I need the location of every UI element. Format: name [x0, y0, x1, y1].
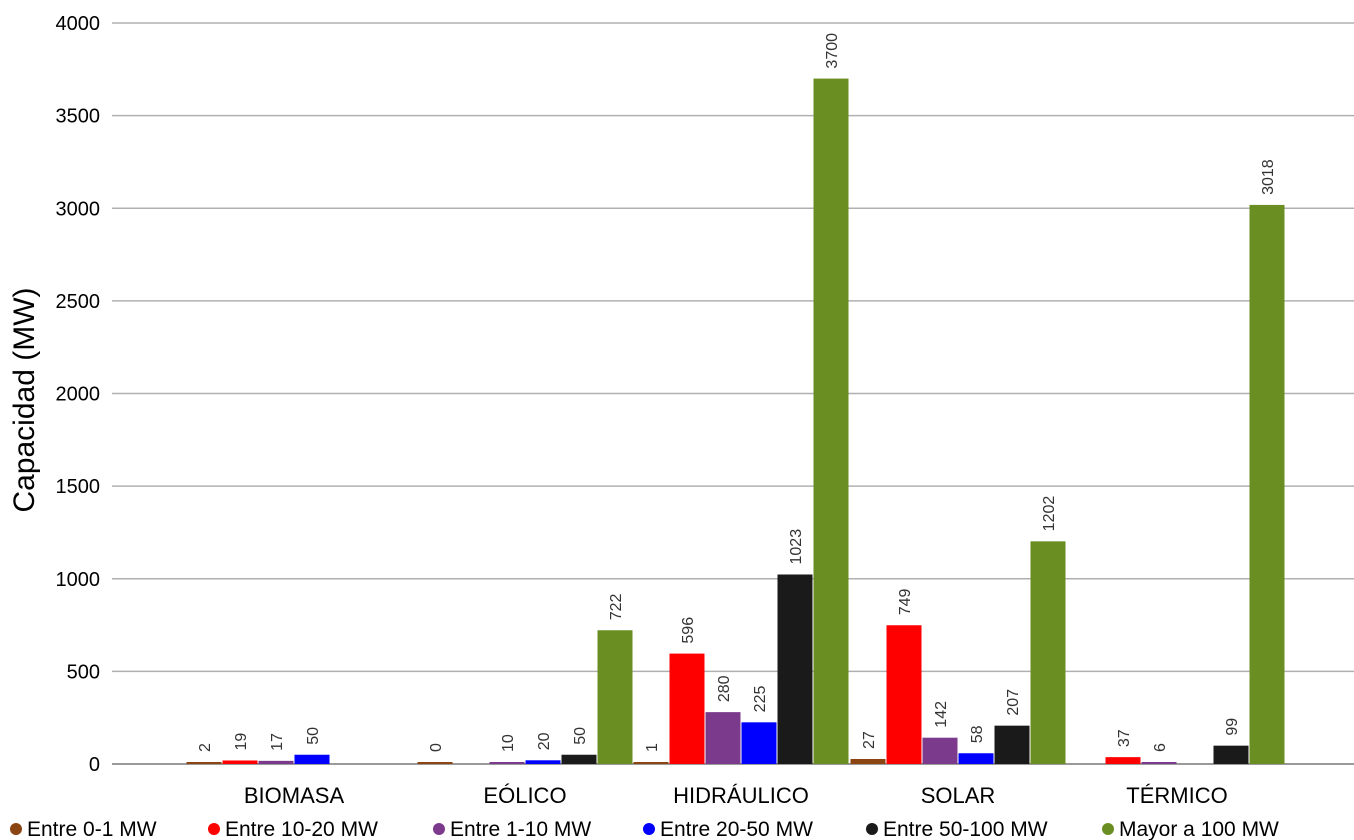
data-label: 280 [716, 675, 733, 702]
y-tick-label: 3500 [56, 106, 101, 128]
bar [1105, 757, 1141, 764]
bar [669, 653, 705, 764]
x-tick-label: BIOMASA [244, 783, 345, 808]
legend-marker [433, 823, 445, 835]
legend-label: Mayor a 100 MW [1119, 818, 1279, 840]
data-label: 596 [680, 617, 697, 644]
gridlines [112, 22, 1354, 765]
y-tick-label: 0 [89, 754, 100, 776]
y-tick-label: 3000 [56, 198, 101, 220]
legend: Entre 0-1 MW Entre 10-20 MW Entre 1-10 MW E… [10, 818, 1279, 840]
data-label: 19 [233, 733, 250, 751]
data-label: 37 [1116, 729, 1133, 747]
bar [258, 760, 294, 764]
bar [417, 762, 453, 764]
x-tick-label: TÉRMICO [1126, 783, 1227, 808]
data-label: 749 [897, 588, 914, 615]
data-label: 1023 [788, 529, 805, 565]
legend-marker [643, 823, 655, 835]
legend-marker [208, 823, 220, 835]
y-tick-label: 1500 [56, 476, 101, 498]
legend-label: Entre 50-100 MW [883, 818, 1048, 840]
data-label: 1 [644, 743, 661, 752]
bar [561, 754, 597, 764]
y-tick-label: 2500 [56, 291, 101, 313]
bar [705, 712, 741, 764]
legend-label: Entre 1-10 MW [450, 818, 591, 840]
data-label: 58 [969, 725, 986, 743]
bar [813, 78, 849, 764]
bar [294, 754, 330, 764]
bar [958, 753, 994, 764]
data-label: 1202 [1041, 496, 1058, 532]
bar [777, 574, 813, 764]
bar [633, 762, 669, 764]
bar [186, 762, 222, 764]
data-label: 99 [1224, 718, 1241, 736]
bars [186, 78, 1285, 764]
legend-item: Entre 10-20 MW [208, 818, 378, 840]
data-label: 50 [572, 727, 589, 745]
legend-item: Entre 1-10 MW [433, 818, 591, 840]
legend-label: Entre 10-20 MW [225, 818, 378, 840]
bar [489, 762, 525, 764]
data-label: 207 [1005, 689, 1022, 716]
legend-item: Entre 50-100 MW [866, 818, 1048, 840]
bar [886, 625, 922, 764]
bar [922, 737, 958, 764]
bar [597, 630, 633, 764]
bar [1213, 745, 1249, 764]
data-label: 6 [1152, 743, 1169, 752]
x-tick-label: EÓLICO [483, 783, 566, 808]
legend-item: Mayor a 100 MW [1102, 818, 1279, 840]
legend-label: Entre 0-1 MW [27, 818, 157, 840]
bar [222, 760, 258, 764]
legend-marker [866, 823, 878, 835]
legend-item: Entre 20-50 MW [643, 818, 813, 840]
bar [1249, 204, 1285, 764]
data-label: 50 [305, 727, 322, 745]
data-label: 10 [500, 734, 517, 752]
x-tick-label: HIDRÁULICO [673, 783, 809, 808]
x-axis-categories: BIOMASA EÓLICO HIDRÁULICO SOLAR TÉRMICO [244, 783, 1228, 808]
legend-label: Entre 20-50 MW [660, 818, 813, 840]
y-tick-label: 4000 [56, 13, 101, 35]
x-tick-label: SOLAR [921, 783, 996, 808]
data-label: 20 [536, 732, 553, 750]
data-label: 3018 [1260, 159, 1277, 195]
data-label: 2 [197, 743, 214, 752]
y-axis-title: Capacidad (MW) [8, 287, 41, 512]
y-tick-label: 2000 [56, 384, 101, 406]
bar [525, 760, 561, 764]
data-label: 17 [269, 733, 286, 751]
legend-item: Entre 0-1 MW [10, 818, 157, 840]
legend-marker [10, 823, 22, 835]
bar [994, 725, 1030, 764]
data-label: 27 [861, 731, 878, 749]
bar [1141, 762, 1177, 764]
y-tick-label: 500 [67, 661, 100, 683]
bar [1030, 541, 1066, 764]
data-label: 142 [933, 701, 950, 728]
legend-marker [1102, 823, 1114, 835]
data-label: 722 [608, 593, 625, 620]
bar [741, 722, 777, 764]
bar [850, 758, 886, 764]
data-label: 3700 [824, 33, 841, 69]
y-axis-ticks: 0 500 1000 1500 2000 2500 3000 3500 4000 [56, 13, 101, 776]
y-tick-label: 1000 [56, 569, 101, 591]
data-label: 225 [752, 686, 769, 713]
data-label: 0 [428, 743, 445, 752]
